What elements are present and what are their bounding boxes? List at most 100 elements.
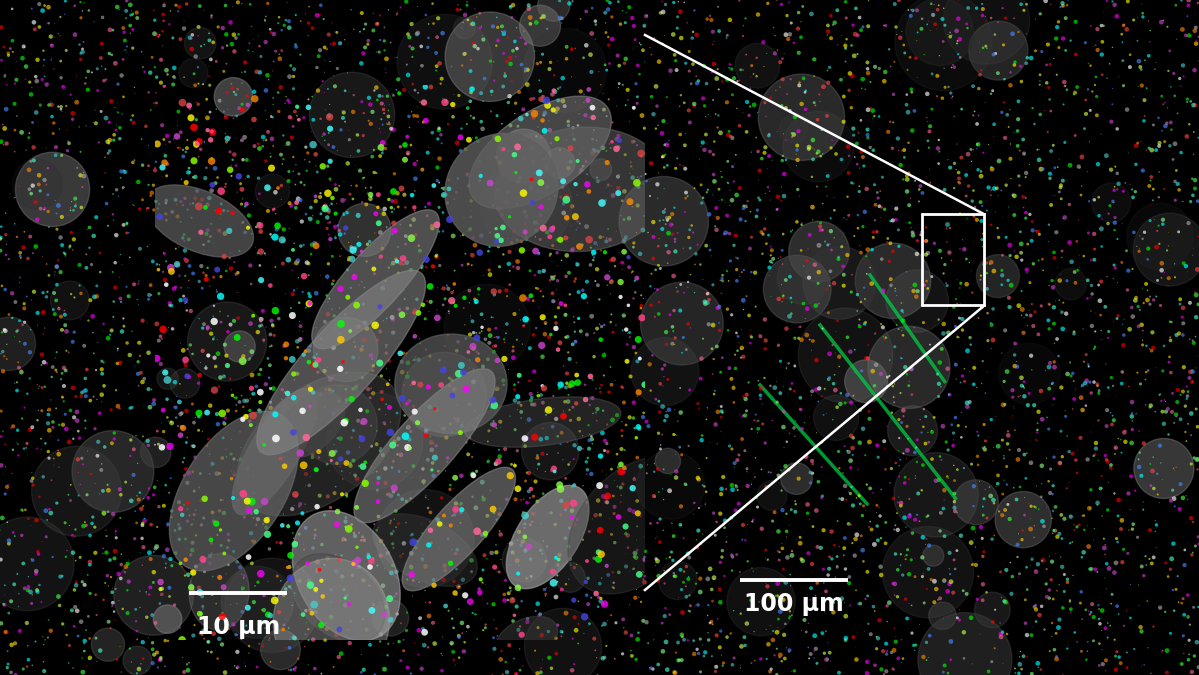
Point bbox=[576, 394, 595, 405]
Point bbox=[174, 470, 193, 481]
Point bbox=[596, 59, 615, 70]
Point bbox=[531, 662, 550, 673]
Point bbox=[181, 306, 200, 317]
Point bbox=[44, 288, 64, 298]
Point bbox=[628, 356, 647, 367]
Point bbox=[519, 0, 538, 11]
Point bbox=[50, 124, 70, 134]
Point bbox=[242, 508, 261, 519]
Point bbox=[386, 522, 405, 533]
Point bbox=[432, 78, 451, 89]
Point bbox=[870, 212, 890, 223]
Point bbox=[257, 156, 276, 167]
Point bbox=[326, 208, 345, 219]
Point bbox=[306, 584, 325, 595]
Point bbox=[458, 226, 477, 237]
Point bbox=[367, 524, 386, 535]
Point bbox=[954, 627, 974, 638]
Point bbox=[452, 470, 471, 481]
Point bbox=[113, 603, 132, 614]
Point bbox=[1032, 81, 1052, 92]
Point bbox=[906, 53, 926, 63]
Point bbox=[299, 270, 318, 281]
Point bbox=[838, 141, 857, 152]
Point bbox=[78, 84, 97, 95]
Point bbox=[22, 294, 41, 305]
Point bbox=[366, 320, 385, 331]
Point bbox=[290, 325, 309, 336]
Point bbox=[653, 115, 673, 126]
Point bbox=[59, 136, 78, 146]
Point bbox=[427, 405, 446, 416]
Point bbox=[95, 381, 114, 392]
Point bbox=[1122, 397, 1141, 408]
Point bbox=[137, 587, 156, 597]
Point bbox=[261, 163, 281, 173]
Point bbox=[1159, 357, 1179, 368]
Point bbox=[288, 342, 307, 352]
Point bbox=[984, 266, 1004, 277]
Point bbox=[634, 574, 653, 585]
Point bbox=[870, 186, 890, 196]
Point bbox=[603, 582, 622, 593]
Point bbox=[1155, 395, 1174, 406]
Point bbox=[761, 92, 781, 103]
Point bbox=[247, 519, 266, 530]
Point bbox=[1179, 386, 1198, 397]
Point bbox=[543, 240, 562, 251]
Point bbox=[468, 526, 487, 537]
Point bbox=[65, 585, 84, 595]
Point bbox=[501, 538, 520, 549]
Point bbox=[914, 568, 933, 579]
Point bbox=[392, 493, 411, 504]
Point bbox=[970, 37, 989, 48]
Point bbox=[655, 162, 674, 173]
Point bbox=[803, 575, 823, 586]
Point bbox=[77, 391, 96, 402]
Point bbox=[156, 151, 175, 161]
Point bbox=[423, 618, 442, 628]
Point bbox=[1162, 367, 1181, 378]
Point bbox=[641, 663, 661, 674]
Point bbox=[495, 337, 514, 348]
Point bbox=[819, 77, 838, 88]
Point bbox=[908, 235, 927, 246]
Point bbox=[94, 319, 113, 329]
Point bbox=[864, 380, 884, 391]
Point bbox=[588, 264, 607, 275]
Point bbox=[290, 576, 309, 587]
Point bbox=[462, 96, 481, 107]
Point bbox=[460, 354, 480, 365]
Point bbox=[299, 634, 318, 645]
Point bbox=[511, 32, 530, 43]
Point bbox=[234, 489, 253, 500]
Point bbox=[909, 145, 928, 156]
Point bbox=[628, 60, 647, 71]
Point bbox=[434, 364, 453, 375]
Point bbox=[1078, 84, 1097, 95]
Point bbox=[114, 54, 133, 65]
Point bbox=[474, 361, 493, 372]
Point bbox=[627, 227, 646, 238]
Point bbox=[591, 451, 610, 462]
Point bbox=[165, 525, 185, 536]
Point bbox=[131, 602, 150, 613]
Point bbox=[376, 340, 396, 350]
Point bbox=[917, 88, 936, 99]
Point bbox=[736, 535, 755, 545]
Point bbox=[0, 608, 18, 618]
Point bbox=[221, 252, 240, 263]
Point bbox=[223, 155, 242, 165]
Point bbox=[403, 472, 422, 483]
Point bbox=[790, 404, 809, 414]
Point bbox=[391, 258, 410, 269]
Point bbox=[765, 507, 784, 518]
Point bbox=[171, 127, 191, 138]
Point bbox=[1139, 365, 1158, 376]
Point bbox=[418, 18, 438, 29]
Point bbox=[74, 167, 94, 178]
Point bbox=[246, 93, 265, 104]
Point bbox=[1016, 171, 1035, 182]
Point bbox=[1011, 61, 1030, 72]
Point bbox=[568, 596, 588, 607]
